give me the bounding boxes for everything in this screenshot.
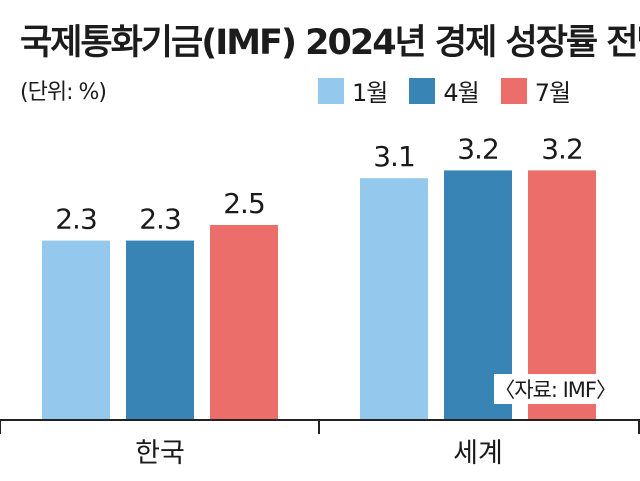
legend-swatch-jul (500, 77, 527, 104)
category-label-korea: 한국 (135, 438, 185, 469)
legend-swatch-jan (318, 77, 344, 104)
legend-label-jul: 7월 (534, 79, 571, 107)
legend-label-jan: 1월 (352, 79, 388, 107)
legend-item-apr: 4월 (409, 73, 480, 108)
category-label-world: 세계 (453, 438, 503, 469)
data-label-korea-apr: 2.3 (139, 203, 181, 236)
legend-item-jul: 7월 (500, 73, 571, 108)
bar-world-jan (360, 178, 428, 420)
bar-korea-apr (126, 240, 194, 420)
data-label-korea-jul: 2.5 (223, 187, 265, 220)
bar-korea-jul (210, 225, 278, 420)
data-label-korea-jan: 2.3 (55, 203, 97, 236)
unit-label: (단위: %) (20, 80, 107, 105)
legend-swatch-apr (409, 77, 436, 104)
legend-label-apr: 4월 (443, 79, 479, 107)
legend: 1월 4월 7월 (318, 73, 571, 108)
legend-item-jan: 1월 (318, 73, 388, 108)
data-label-world-jan: 3.1 (373, 140, 415, 173)
data-label-world-apr: 3.2 (457, 132, 499, 165)
source-note: 〈자료: IMF〉 (494, 374, 617, 404)
chart-title: 국제통화기금(IMF) 2024년 경제 성장률 전망 (20, 23, 640, 63)
bar-korea-jan (42, 240, 110, 420)
data-label-world-jul: 3.2 (541, 132, 583, 165)
